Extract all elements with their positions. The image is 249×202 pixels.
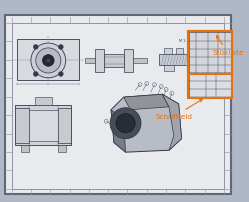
Bar (188, 32, 232, 74)
Polygon shape (111, 94, 182, 152)
Bar (15, 108, 29, 143)
Bar (15, 105, 71, 145)
Bar (58, 145, 66, 152)
Circle shape (116, 114, 135, 133)
Bar (124, 49, 133, 72)
Bar (95, 49, 104, 72)
Bar (164, 65, 174, 71)
Bar (104, 54, 124, 67)
Circle shape (36, 48, 61, 73)
Polygon shape (124, 94, 169, 110)
Text: Stükliste: Stükliste (212, 36, 244, 56)
Circle shape (110, 108, 141, 139)
Circle shape (33, 44, 38, 49)
Bar (189, 33, 231, 73)
Bar (189, 73, 231, 97)
Bar (133, 58, 147, 63)
Bar (164, 48, 172, 54)
Circle shape (59, 44, 63, 49)
Circle shape (43, 55, 54, 66)
Bar (85, 58, 95, 63)
Bar (35, 97, 52, 105)
Bar (176, 48, 184, 54)
Bar (17, 39, 79, 80)
Text: Schriftfeld: Schriftfeld (155, 99, 202, 120)
Bar (203, 49, 212, 70)
Circle shape (59, 72, 63, 76)
Text: M 1:1: M 1:1 (179, 39, 188, 43)
Bar (21, 145, 29, 152)
Circle shape (33, 72, 38, 76)
Polygon shape (111, 110, 125, 152)
Bar (29, 110, 58, 141)
Bar (159, 54, 212, 65)
Bar (208, 67, 212, 73)
Circle shape (31, 43, 66, 78)
Bar (58, 108, 71, 143)
Bar (12, 23, 224, 189)
Polygon shape (162, 94, 182, 150)
Circle shape (46, 59, 50, 62)
Bar (188, 31, 232, 98)
